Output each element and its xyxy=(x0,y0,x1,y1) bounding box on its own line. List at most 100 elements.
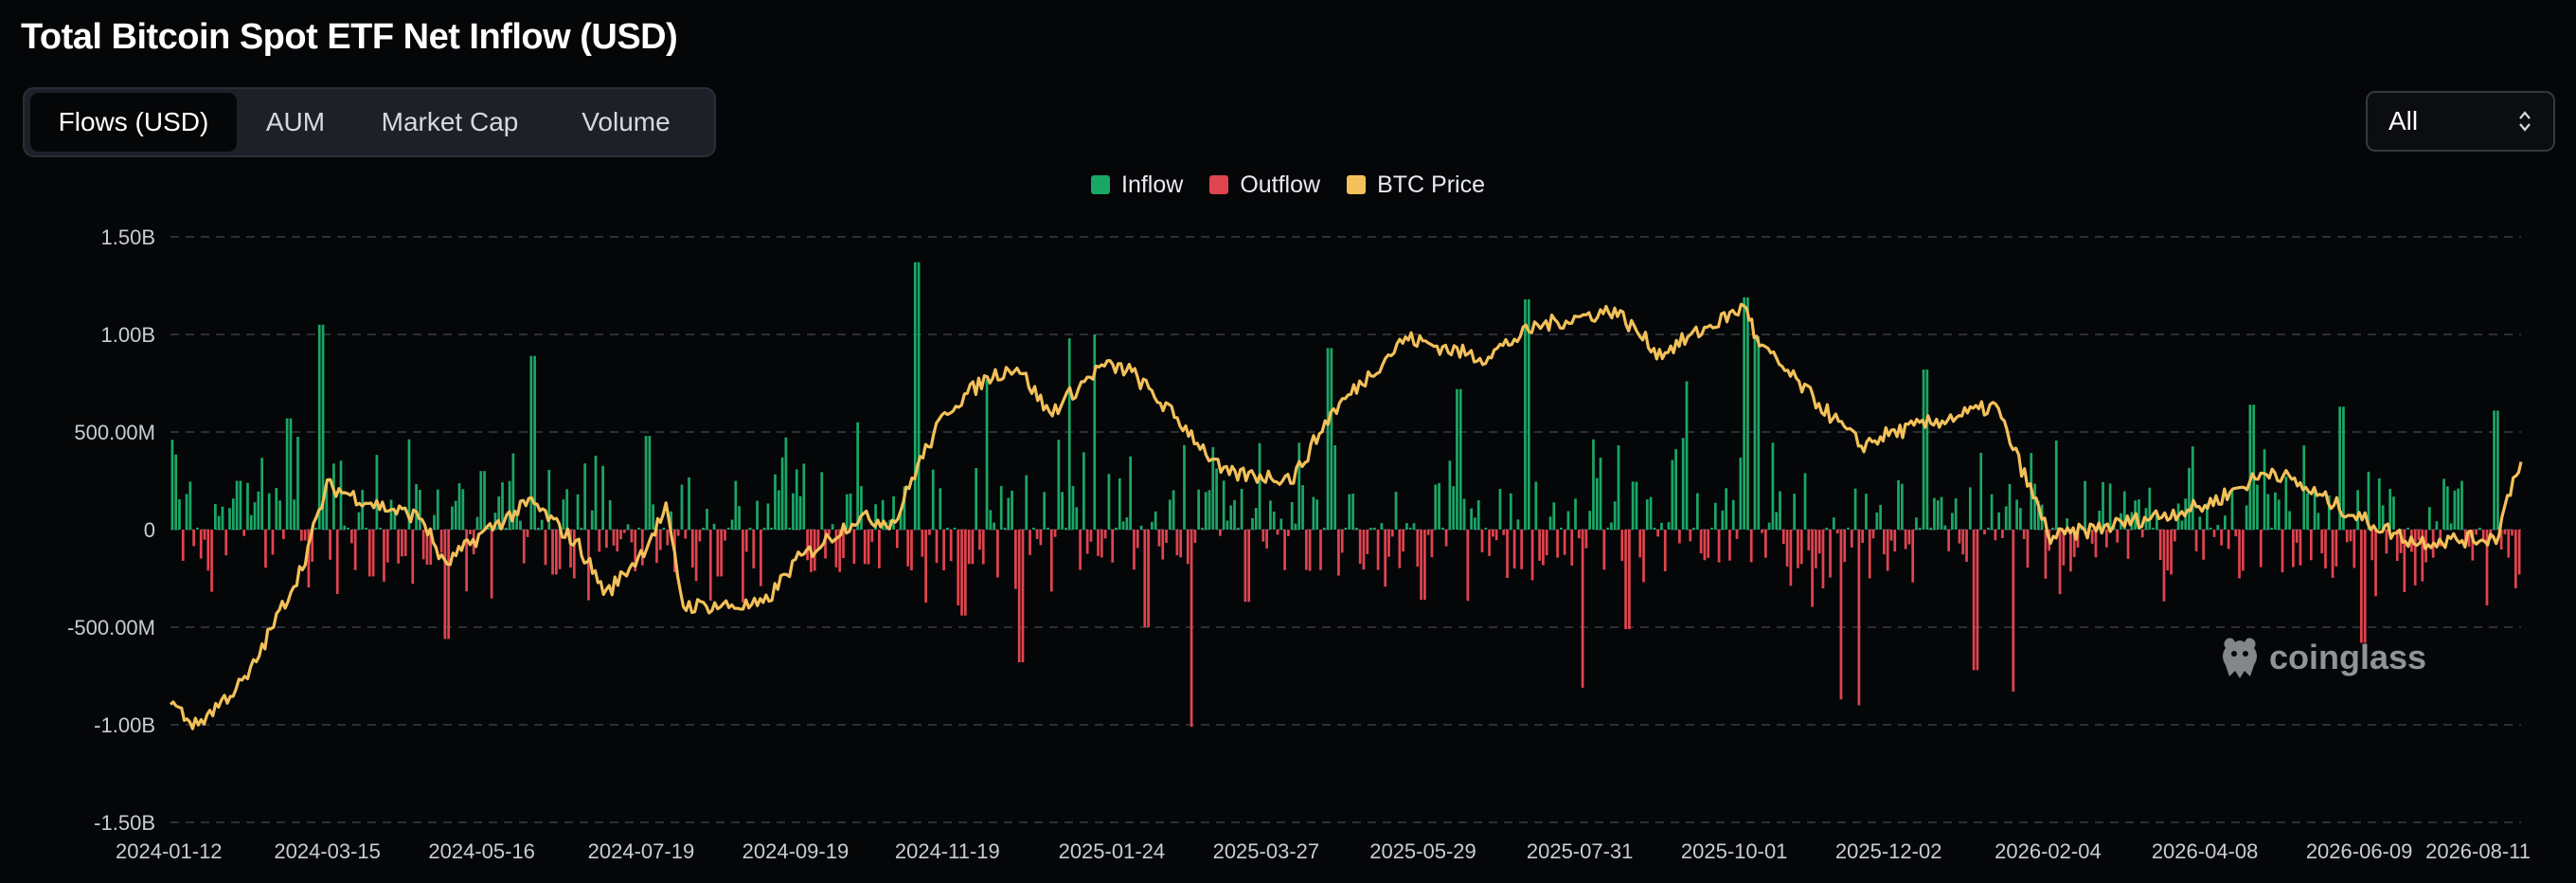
inflow-bar xyxy=(2252,405,2256,530)
inflow-bar xyxy=(2392,496,2395,530)
outflow-bar xyxy=(1097,530,1100,556)
inflow-bar xyxy=(2256,484,2259,530)
inflow-bar xyxy=(798,496,802,530)
inflow-bar xyxy=(188,481,192,530)
inflow-bar xyxy=(1721,510,1725,530)
legend-outflow[interactable]: Outflow xyxy=(1209,169,1320,201)
legend-btc-price[interactable]: BTC Price xyxy=(1347,169,1485,201)
outflow-bar xyxy=(1186,530,1190,565)
inflow-bar xyxy=(1121,521,1125,530)
inflow-bar xyxy=(1832,517,1835,530)
inflow-bar xyxy=(1093,334,1097,530)
time-range-select[interactable]: All xyxy=(2366,91,2555,152)
inflow-bar xyxy=(239,480,242,530)
inflow-bar xyxy=(361,490,365,530)
x-tick-label: 2024-03-15 xyxy=(274,839,381,863)
inflow-bar xyxy=(1211,446,1215,530)
tab-market-cap[interactable]: Market Cap xyxy=(381,107,519,136)
tab-aum[interactable]: AUM xyxy=(265,107,326,136)
outflow-bar xyxy=(2467,530,2471,548)
outflow-bar xyxy=(752,530,756,568)
outflow-bar xyxy=(2363,530,2367,643)
outflow-bar xyxy=(303,530,307,541)
outflow-bar xyxy=(224,530,228,556)
inflow-bar xyxy=(652,504,655,530)
outflow-bar xyxy=(1983,530,1986,535)
outflow-bar xyxy=(1835,530,1839,534)
inflow-bar xyxy=(2496,410,2499,530)
inflow-bar xyxy=(1440,527,1444,530)
outflow-bar xyxy=(906,530,910,567)
inflow-bar xyxy=(2274,492,2277,530)
y-tick-label: -1.00B xyxy=(94,713,155,737)
inflow-bar xyxy=(1940,496,1943,530)
outflow-bar xyxy=(605,530,608,549)
inflow-bar xyxy=(2033,483,2036,530)
outflow-bar xyxy=(403,530,407,556)
inflow-bar xyxy=(1731,499,1735,530)
inflow-bar xyxy=(519,520,522,530)
inflow-bar xyxy=(2008,483,2012,530)
inflow-bar xyxy=(1552,502,1556,530)
x-tick-label: 2024-01-12 xyxy=(116,839,223,863)
outflow-bar xyxy=(1190,530,1193,728)
inflow-bar xyxy=(196,527,199,530)
inflow-bar xyxy=(565,489,569,530)
inflow-bar xyxy=(1462,498,1466,530)
outflow-bar xyxy=(1538,530,1541,561)
outflow-bar xyxy=(2370,530,2374,561)
outflow-bar xyxy=(401,530,403,557)
outflow-bar xyxy=(1563,530,1566,555)
outflow-bar xyxy=(1243,530,1247,603)
outflow-bar xyxy=(2202,530,2206,560)
outflow-bar xyxy=(544,530,547,566)
inflow-bar xyxy=(289,418,293,530)
inflow-bar xyxy=(2216,525,2220,530)
outflow-bar xyxy=(1624,530,1627,630)
inflow-bar xyxy=(178,499,181,530)
inflow-bar xyxy=(1929,527,1933,530)
inflow-bar xyxy=(497,496,501,530)
inflow-bar xyxy=(501,482,504,530)
legend-inflow[interactable]: Inflow xyxy=(1091,169,1183,201)
outflow-bar xyxy=(2116,530,2120,543)
y-tick-label: 500.00M xyxy=(74,421,155,444)
inflow-bar xyxy=(418,489,421,530)
outflow-bar xyxy=(630,530,634,543)
inflow-bar xyxy=(365,527,367,530)
outflow-bar xyxy=(2022,530,2026,540)
inflow-bar xyxy=(1649,496,1653,530)
outflow-bar xyxy=(676,530,680,536)
inflow-bar xyxy=(2198,516,2202,530)
inflow-bar xyxy=(1853,488,1857,530)
inflow-bar xyxy=(2188,467,2191,530)
inflow-bar xyxy=(1566,511,1570,530)
inflow-bar xyxy=(1900,483,1904,530)
inflow-bar xyxy=(1075,507,1079,530)
outflow-bar xyxy=(942,530,945,570)
inflow-bar xyxy=(2342,406,2345,530)
outflow-bar xyxy=(1193,530,1197,544)
outflow-bar xyxy=(2471,530,2475,561)
outflow-bar xyxy=(1707,530,1710,558)
outflow-bar xyxy=(242,530,246,536)
outflow-bar xyxy=(1502,530,1506,535)
x-tick-label: 2026-06-09 xyxy=(2306,839,2413,863)
outflow-bar xyxy=(307,530,311,588)
outflow-bar xyxy=(827,530,831,535)
tab-volume[interactable]: Volume xyxy=(581,107,671,136)
outflow-bar xyxy=(2421,530,2424,582)
outflow-bar xyxy=(1857,530,1861,706)
tab-flows[interactable]: Flows (USD) xyxy=(30,93,237,152)
inflow-bar xyxy=(278,500,281,530)
outflow-bar xyxy=(469,530,472,534)
inflow-bar xyxy=(1452,486,1456,530)
outflow-bar xyxy=(1581,530,1584,688)
outflow-bar xyxy=(1420,530,1422,601)
inflow-bar xyxy=(1681,438,1685,530)
y-tick-label: -500.00M xyxy=(67,616,155,640)
outflow-bar xyxy=(2345,530,2349,543)
outflow-bar xyxy=(2299,530,2302,566)
outflow-bar xyxy=(192,530,195,547)
outflow-bar xyxy=(526,530,529,537)
